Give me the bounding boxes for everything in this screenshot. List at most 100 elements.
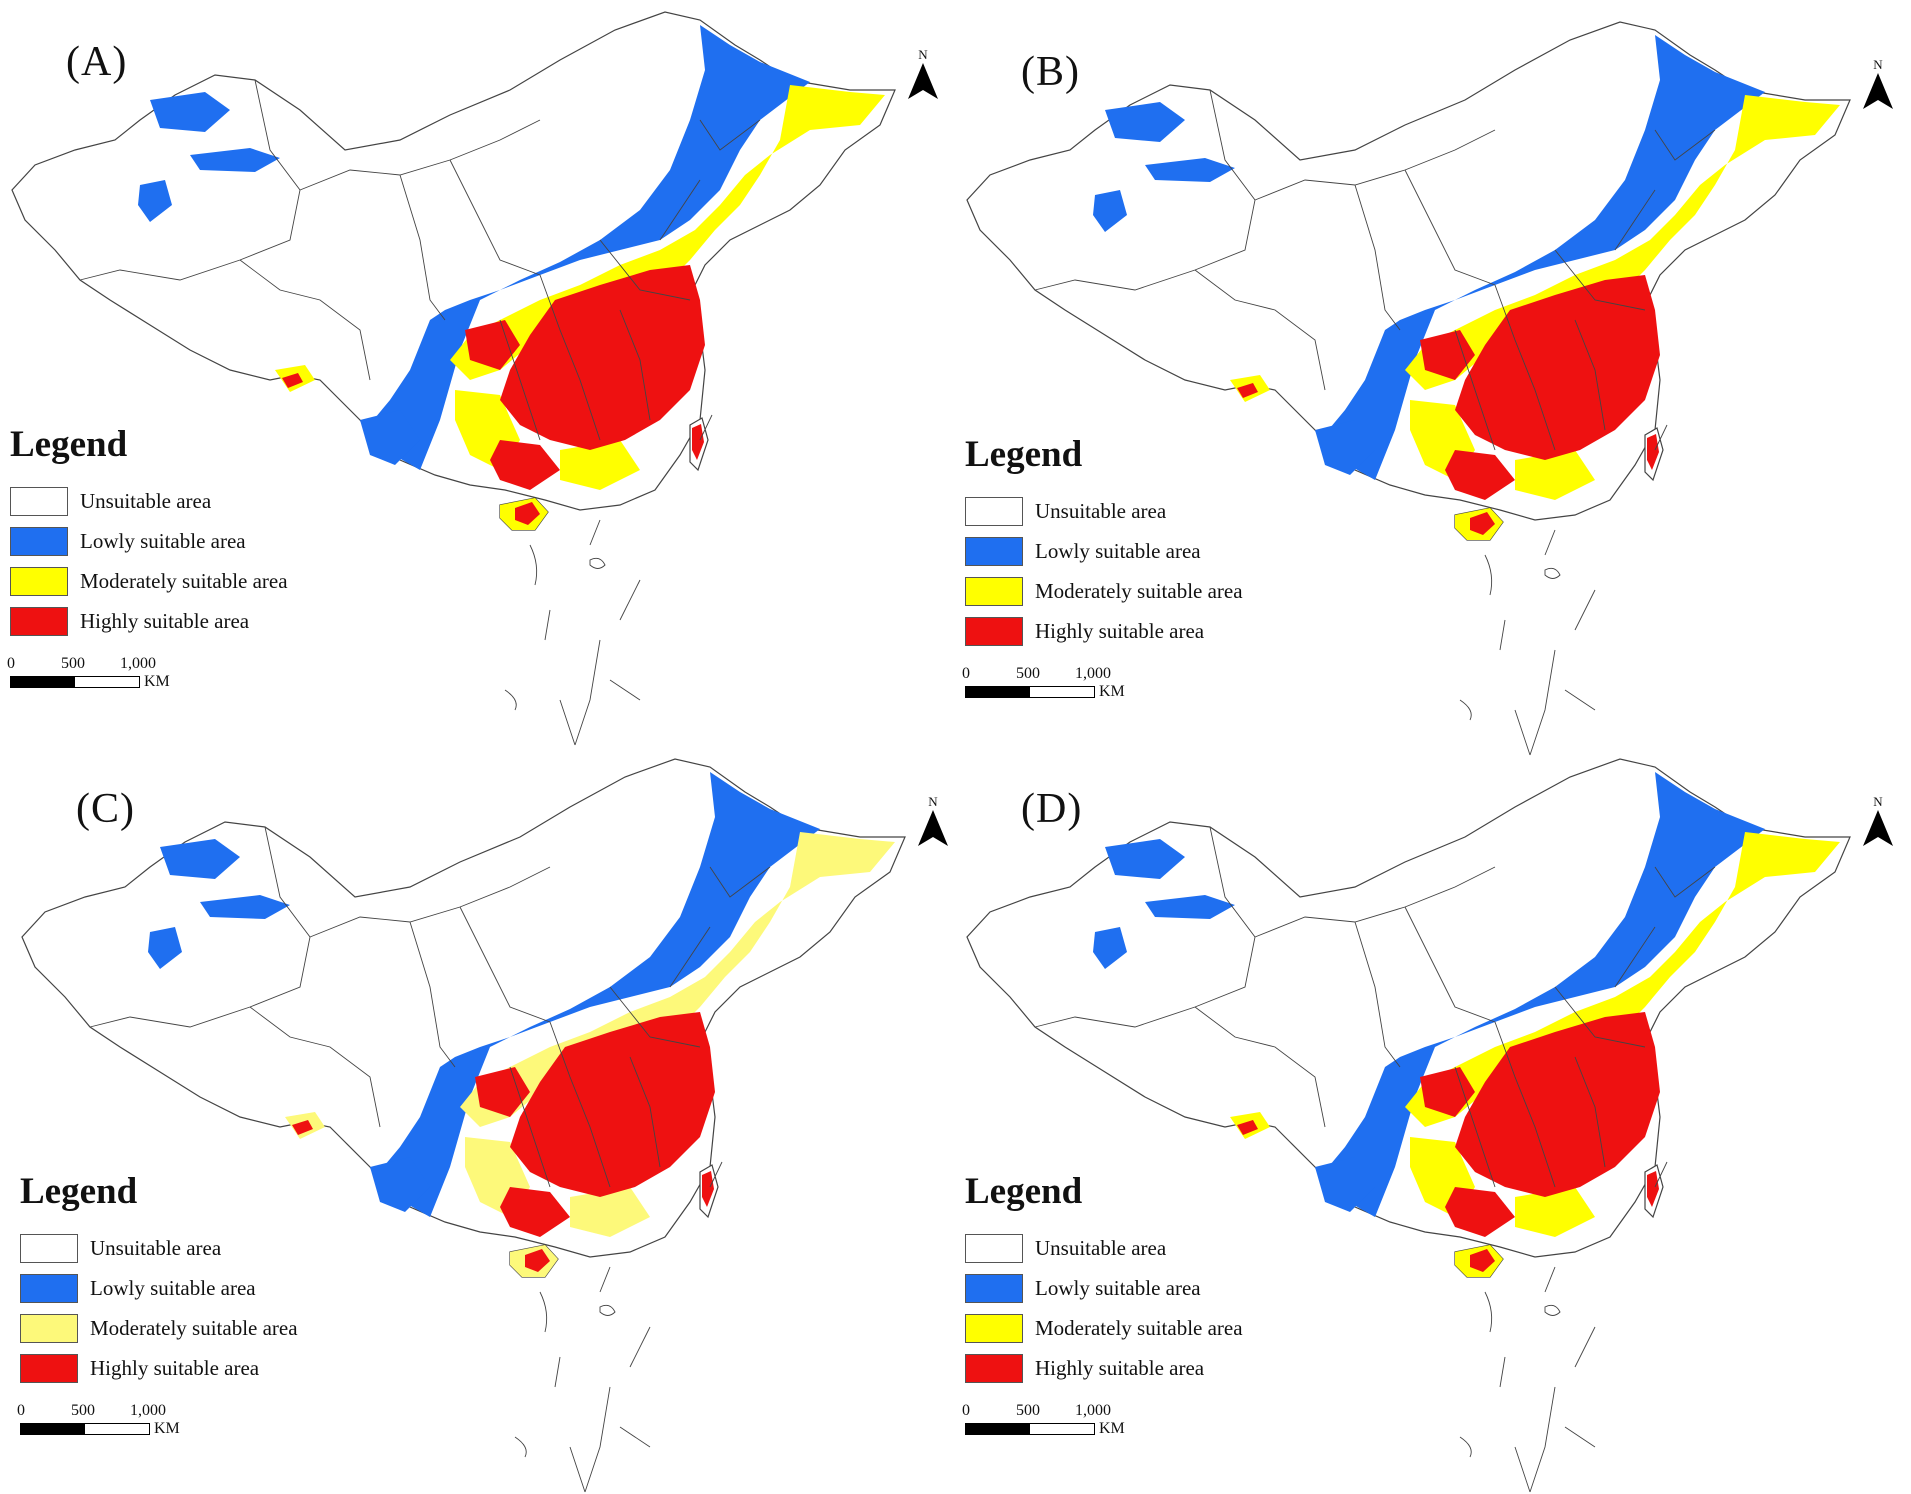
legend-swatch-moderate [965, 1313, 1023, 1343]
scale-bar-graphic [965, 686, 1095, 698]
south-china-sea-islands [1459, 424, 1668, 756]
legend-title: Legend [20, 1171, 138, 1212]
north-arrow-icon [918, 810, 948, 846]
legend-label: Lowly suitable area [1035, 538, 1201, 563]
province-boundaries [79, 79, 761, 441]
legend: Legend Unsuitable area Lowly suitable ar… [965, 435, 1243, 651]
scale-tick-label: 1,000 [130, 1402, 166, 1419]
legend-swatch-unsuitable [965, 1233, 1023, 1263]
south-china-sea-islands [1459, 1161, 1668, 1493]
legend-swatch-high [10, 606, 68, 636]
scale-bar-graphic [10, 676, 140, 688]
legend-item-high: Highly suitable area [965, 611, 1243, 651]
legend-label: Lowly suitable area [1035, 1275, 1201, 1300]
zone-lowly-suitable [148, 772, 820, 1217]
legend: Legend Unsuitable area Lowly suitable ar… [20, 1172, 298, 1388]
legend-label: Lowly suitable area [90, 1275, 256, 1300]
legend-label: Lowly suitable area [80, 528, 246, 553]
legend-swatch-moderate [20, 1313, 78, 1343]
legend: Legend Unsuitable area Lowly suitable ar… [965, 1172, 1243, 1388]
scale-tick-label: 1,000 [120, 655, 156, 672]
scale-unit: KM [1099, 683, 1125, 700]
legend-swatch-high [965, 616, 1023, 646]
legend-swatch-low [965, 1273, 1023, 1303]
scale-ticks: 0 500 1,000 [962, 665, 1125, 683]
zone-highly-suitable [282, 265, 705, 525]
north-arrow: N [906, 48, 940, 106]
province-boundaries [1034, 826, 1716, 1188]
legend-swatch-moderate [10, 566, 68, 596]
legend-item-low: Lowly suitable area [20, 1268, 298, 1308]
north-label: N [1873, 794, 1883, 809]
legend-label: Moderately suitable area [1035, 1315, 1243, 1340]
scale-bar: 0 500 1,000 KM [7, 655, 170, 691]
legend-item-unsuitable: Unsuitable area [965, 1228, 1243, 1268]
legend-swatch-low [20, 1273, 78, 1303]
legend-title: Legend [965, 1171, 1083, 1212]
scale-ticks: 0 500 1,000 [7, 655, 170, 673]
panel-label: (B) [1021, 49, 1080, 95]
legend-item-moderate: Moderately suitable area [10, 561, 288, 601]
zone-lowly-suitable [1093, 35, 1765, 480]
legend-item-moderate: Moderately suitable area [965, 1308, 1243, 1348]
scale-bar: 0 500 1,000 KM [17, 1402, 180, 1438]
legend-label: Unsuitable area [80, 488, 212, 513]
legend-label: Highly suitable area [90, 1355, 260, 1380]
legend-item-moderate: Moderately suitable area [965, 571, 1243, 611]
legend-swatch-unsuitable [10, 486, 68, 516]
province-boundaries [89, 826, 771, 1188]
china-map [11, 11, 896, 746]
scale-tick-label: 0 [962, 665, 970, 682]
legend-title: Legend [10, 424, 128, 465]
scale-tick-label: 0 [17, 1402, 25, 1419]
south-china-sea-islands [514, 1161, 723, 1493]
scale-tick-label: 1,000 [1075, 665, 1111, 682]
scale-row: KM [965, 683, 1125, 701]
legend-label: Moderately suitable area [1035, 578, 1243, 603]
map-panel-d: (D) N Legend Unsuitable area Lowly suita… [955, 747, 1910, 1494]
map-panel-c: (C) N Legend Unsuitable area Lowly suita… [10, 747, 965, 1494]
legend-item-unsuitable: Unsuitable area [10, 481, 288, 521]
legend-swatch-unsuitable [965, 496, 1023, 526]
north-arrow-icon [908, 63, 938, 99]
scale-unit: KM [154, 1420, 180, 1437]
legend-label: Unsuitable area [1035, 1235, 1167, 1260]
legend-label: Moderately suitable area [90, 1315, 298, 1340]
scale-bar: 0 500 1,000 KM [962, 665, 1125, 701]
china-map [966, 21, 1851, 756]
scale-row: KM [20, 1420, 180, 1438]
scale-tick-label: 500 [1016, 1402, 1040, 1419]
legend-item-unsuitable: Unsuitable area [965, 491, 1243, 531]
china-map [966, 758, 1851, 1493]
panel-label: (A) [66, 39, 128, 85]
legend-label: Highly suitable area [1035, 1355, 1205, 1380]
legend: Legend Unsuitable area Lowly suitable ar… [10, 425, 288, 641]
scale-ticks: 0 500 1,000 [17, 1402, 180, 1420]
north-label: N [1873, 57, 1883, 72]
scale-tick-label: 500 [1016, 665, 1040, 682]
legend-item-low: Lowly suitable area [10, 521, 288, 561]
legend-item-unsuitable: Unsuitable area [20, 1228, 298, 1268]
legend-label: Highly suitable area [80, 608, 250, 633]
legend-item-high: Highly suitable area [20, 1348, 298, 1388]
legend-item-low: Lowly suitable area [965, 531, 1243, 571]
north-label: N [928, 794, 938, 809]
scale-tick-label: 500 [71, 1402, 95, 1419]
legend-label: Unsuitable area [90, 1235, 222, 1260]
china-map [21, 758, 906, 1493]
scale-tick-label: 0 [7, 655, 15, 672]
north-arrow: N [1861, 795, 1895, 853]
scale-row: KM [965, 1420, 1125, 1438]
scale-bar: 0 500 1,000 KM [962, 1402, 1125, 1438]
scale-ticks: 0 500 1,000 [962, 1402, 1125, 1420]
legend-swatch-moderate [965, 576, 1023, 606]
scale-bar-graphic [20, 1423, 150, 1435]
legend-label: Highly suitable area [1035, 618, 1205, 643]
zone-highly-suitable [1237, 275, 1660, 535]
zone-lowly-suitable [138, 25, 810, 470]
legend-label: Unsuitable area [1035, 498, 1167, 523]
north-arrow-icon [1863, 810, 1893, 846]
legend-swatch-high [20, 1353, 78, 1383]
north-arrow: N [1861, 58, 1895, 116]
